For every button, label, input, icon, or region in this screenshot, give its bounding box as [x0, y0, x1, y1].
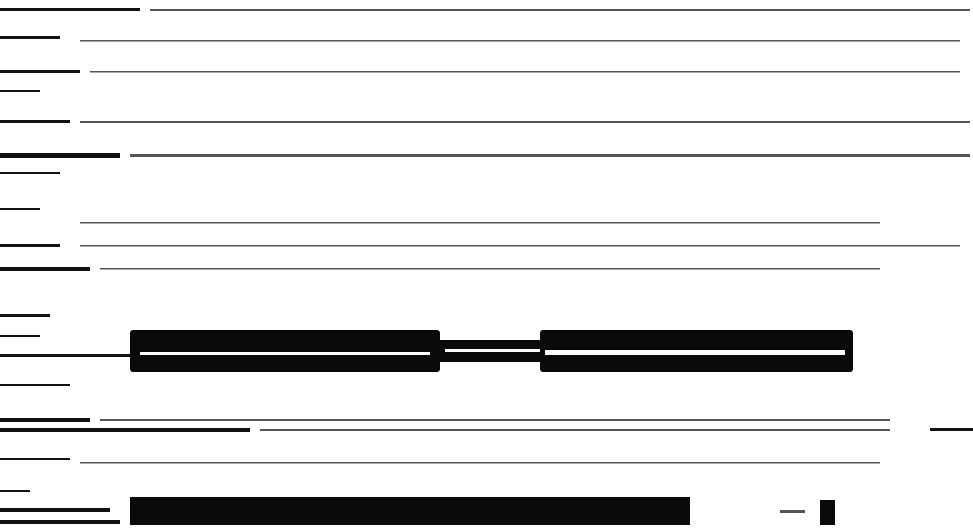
row [0, 8, 140, 11]
row [0, 70, 80, 73]
strip [130, 497, 690, 525]
row [100, 419, 890, 421]
bar-gap [140, 352, 430, 355]
row [0, 384, 70, 386]
row [0, 418, 90, 422]
row [0, 244, 60, 247]
bar-gap [545, 350, 845, 355]
row [0, 490, 30, 492]
row [80, 462, 880, 464]
row [930, 428, 973, 431]
row [90, 71, 960, 73]
text-rows [0, 8, 973, 524]
bar-segment [130, 330, 440, 372]
row [0, 267, 90, 271]
row [80, 40, 960, 42]
row [0, 458, 70, 460]
row [0, 153, 120, 158]
row [0, 354, 130, 357]
bottom-strip [130, 497, 835, 525]
strip [780, 510, 805, 513]
row [0, 428, 250, 432]
row [0, 120, 70, 123]
row [0, 520, 120, 524]
row [0, 335, 40, 337]
row [0, 36, 60, 39]
row [100, 268, 880, 270]
row [0, 314, 50, 317]
strip [820, 500, 835, 525]
row [130, 154, 970, 157]
row [80, 121, 970, 123]
row [0, 90, 40, 92]
row [80, 222, 880, 224]
row [0, 208, 40, 210]
row [150, 9, 970, 11]
bar-gap [445, 349, 540, 352]
row [0, 508, 110, 512]
highlight-bar [130, 330, 853, 372]
row [260, 429, 890, 431]
row [0, 172, 60, 174]
row [80, 245, 960, 247]
